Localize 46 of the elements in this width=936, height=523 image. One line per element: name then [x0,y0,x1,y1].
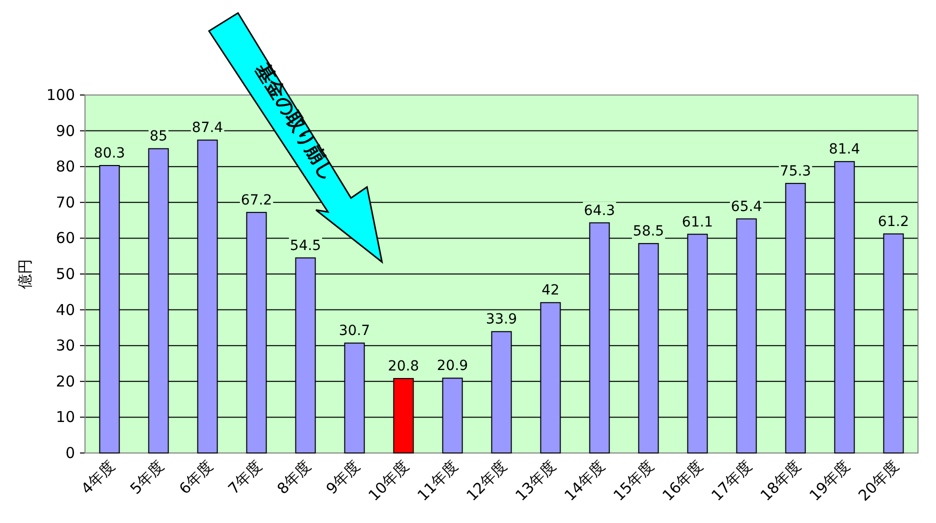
x-tick-label: 10年度 [364,457,412,505]
x-tick-label: 6年度 [176,457,216,498]
data-label: 42 [542,282,560,299]
y-tick-label: 10 [56,408,75,426]
x-tick-label: 20年度 [854,457,902,505]
data-label: 80.3 [94,146,126,162]
data-label: 65.4 [730,198,762,215]
data-label: 85 [150,128,168,145]
data-label: 20.8 [388,358,420,375]
x-tick-label: 19年度 [806,457,854,505]
y-tick-label: 20 [56,372,75,390]
y-tick-label: 30 [56,336,75,355]
data-label: 75.3 [780,163,812,180]
y-axis-title: 億円 [16,259,34,289]
x-tick-label: 17年度 [708,457,756,505]
x-tick-label: 4年度 [78,457,118,498]
data-label: 61.1 [682,214,714,230]
data-label: 81.4 [828,142,860,158]
x-tick-label: 8年度 [274,457,314,498]
data-label: 67.2 [240,192,272,208]
data-label: 87.4 [192,120,224,136]
data-label: 20.9 [436,358,468,374]
x-tick-label: 7年度 [224,457,266,498]
x-tick-label: 13年度 [512,457,560,505]
data-label: 61.2 [878,214,910,230]
x-tick-label: 11年度 [414,457,462,505]
y-tick-label: 40 [56,300,75,319]
y-tick-label: 90 [56,122,75,140]
data-label: 30.7 [338,323,370,340]
data-label: 54.5 [290,238,322,254]
y-tick-label: 60 [56,229,75,248]
x-tick-label: 9年度 [322,457,364,498]
x-tick-label: 12年度 [462,457,510,505]
x-tick-label: 5年度 [126,457,168,498]
data-label: 64.3 [584,202,616,219]
y-tick-label: 70 [56,193,75,212]
data-label: 58.5 [632,224,664,240]
data-label: 33.9 [486,312,518,328]
y-tick-label: 100 [46,86,75,104]
x-tick-label: 18年度 [756,457,804,505]
y-tick-label: 50 [56,265,75,283]
x-tick-label: 16年度 [658,457,706,505]
x-tick-label: 14年度 [560,457,608,505]
y-tick-label: 80 [56,158,75,176]
y-tick-label: 0 [65,444,75,462]
x-tick-label: 15年度 [610,457,658,505]
